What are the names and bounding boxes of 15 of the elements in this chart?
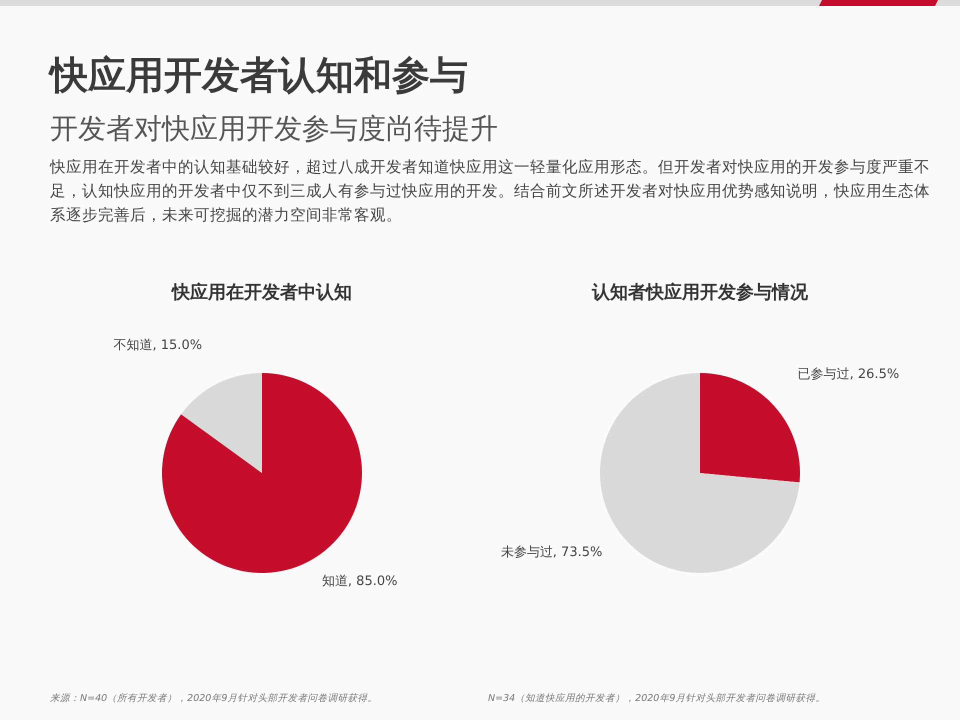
slice-label: 知道, 85.0% (322, 574, 398, 589)
source-note: 来源：N=40（所有开发者），2020年9月针对头部开发者问卷调研获得。 (50, 692, 378, 704)
slice-label: 已参与过, 26.5% (798, 367, 900, 382)
text: 开发者对快应用开发参与度尚待提升 (50, 112, 498, 145)
slice-label: 未参与过, 73.5% (500, 544, 602, 560)
chart-title: 快应用在开发者中认知 (171, 282, 352, 303)
pie-slice (181, 373, 262, 473)
pie-slice (162, 373, 362, 573)
pie-slice (700, 373, 800, 482)
text: 快应用在开发者中的认知基础较好，超过八成开发者知道快应用这一轻量化应用形态。但开发者对快应用的开发参与度严重不足，认知快应用的开发者中仅不到三成人有参与过快应用的开发。结合前文所述开发者对快应用优势感知说明，快应用生态体系逐步完善后，未来可挖掘的潜力空间非常客观。 (49, 158, 930, 224)
text: N=34（知道快应用的开发者），2020年9月针对头部开发者问卷调研获得。 (488, 692, 826, 704)
pie-slice (600, 373, 800, 573)
slice-label: 不知道, 15.0% (114, 338, 202, 354)
chart-title: 认知者快应用开发参与情况 (591, 282, 809, 303)
text: 快应用开发者认知和参与 (48, 53, 468, 97)
